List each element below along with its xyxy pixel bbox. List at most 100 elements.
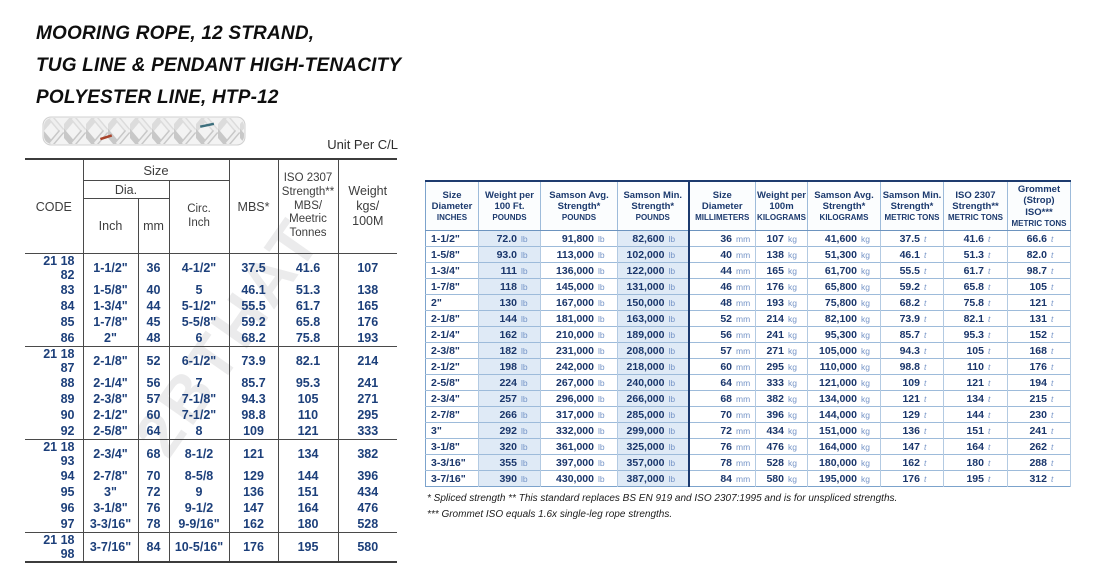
right-header-title: Samson Avg. Strength* [549,189,609,212]
cell-value: 55.5 [899,264,920,277]
cell-value: 56 [720,328,732,341]
cell-value: 241 [1029,424,1047,437]
right-header-col-4: Samson Min. Strength* POUNDS [617,181,690,231]
cell-value: 361,000 [556,440,594,453]
right-table-row: 2-1/2" 198 lb 242,000 lb 218,000 lb 60 mm 295 kg 11… [425,358,1071,375]
left-table-row: 21 18 93 2-3/4" 68 8-1/2 121 134 382 [25,439,398,468]
cell-unit: kg [861,281,870,292]
left-cell-circ_inch: 7-1/8" [169,391,230,407]
cell-unit: kg [861,473,870,484]
cell-value: 167,000 [556,296,594,309]
right-cell-col-10: 176 t [1007,358,1071,375]
left-cell-mbs: 129 [229,468,279,484]
right-table-row: 3-1/8" 320 lb 361,000 lb 325,000 lb 76 mm 476 kg 16… [425,438,1071,455]
left-cell-mbs: 68.2 [229,330,279,347]
left-table-row: 89 2-3/8" 57 7-1/8" 94.3 105 271 [25,391,397,407]
right-cell-col-5: 84 mm [688,470,756,487]
cell-value: 241 [766,328,784,341]
cell-unit: kg [788,457,797,468]
cell-value: 390 [499,472,517,485]
right-cell-col-4: 299,000 lb [617,422,690,439]
left-cell-iso: 164 [278,500,339,516]
cell-value: 85.7 [899,328,920,341]
cell-unit: mm [736,457,751,468]
cell-unit: t [988,393,991,404]
left-cell-code: 84 [25,298,84,314]
right-table-row: 2-1/8" 144 lb 181,000 lb 163,000 lb 52 mm 214 kg 82… [425,310,1071,327]
cell-value: 218,000 [626,360,665,373]
right-cell-col-3: 136,000 lb [540,262,618,279]
left-table-row: 92 2-5/8" 64 8 109 121 333 [25,423,397,440]
cell-unit: lb [521,281,528,292]
left-cell-dia_mm: 45 [138,314,170,330]
right-cell-col-3: 242,000 lb [540,358,618,375]
left-table-row: 90 2-1/2" 60 7-1/2" 98.8 110 295 [25,407,397,423]
right-cell-col-6: 214 kg [755,310,808,327]
left-table-row: 85 1-7/8" 45 5-5/8" 59.2 65.8 176 [25,314,397,330]
cell-unit: mm [736,297,751,308]
left-cell-iso: 51.3 [278,282,339,298]
right-header-col-9: ISO 2307 Strength** METRIC TONS [943,181,1008,231]
right-cell-col-10: 262 t [1007,438,1071,455]
cell-value: 214 [766,312,784,325]
right-cell-col-6: 193 kg [755,294,808,311]
right-header-unit: MILLIMETERS [695,213,750,223]
cell-unit: mm [736,441,751,452]
right-cell-col-9: 65.8 t [943,278,1008,295]
header-size: Size [83,159,230,181]
cell-value: 271 [766,344,784,357]
cell-unit: t [1051,441,1054,452]
cell-value: 176 [1029,360,1047,373]
cell-unit: kg [788,313,797,324]
left-cell-code: 89 [25,391,84,407]
left-table-body: 21 18 82 1-1/2" 36 4-1/2" 37.5 41.6 107 83 1-5/8… [25,253,398,563]
right-cell-col-1: 2-3/8" [425,342,479,359]
left-cell-iso: 105 [278,391,339,407]
cell-unit: kg [861,313,870,324]
right-cell-col-8: 121 t [880,390,944,407]
right-header-title: Weight per 100 Ft. [485,189,534,212]
left-cell-dia_mm: 84 [138,532,170,563]
cell-value: 118 [500,280,517,293]
cell-value: 193 [766,296,784,309]
right-cell-col-7: 110,000 kg [807,358,881,375]
right-cell-col-6: 434 kg [755,422,808,439]
footnote-grommet-iso: *** Grommet ISO equals 1.6x single-leg r… [427,508,673,520]
right-cell-col-10: 105 t [1007,278,1071,295]
right-cell-col-1: 1-3/4" [425,262,479,279]
right-cell-col-3: 267,000 lb [540,374,618,391]
right-cell-col-7: 95,300 kg [807,326,881,343]
right-cell-col-5: 44 mm [688,262,756,279]
unit-per-cl-label: Unit Per C/L [327,137,398,152]
cell-unit: kg [788,473,797,484]
left-cell-mbs: 98.8 [229,407,279,423]
cell-unit: lb [668,409,676,420]
left-cell-code: 83 [25,282,84,298]
cell-value: 48 [720,296,732,309]
cell-unit: t [988,329,991,340]
left-cell-iso: 65.8 [278,314,339,330]
header-iso-2307: ISO 2307 Strength** MBS/ Meetric Tonnes [278,159,339,254]
left-cell-iso: 180 [278,516,339,533]
cell-unit: t [1051,361,1054,372]
right-cell-col-4: 82,600 lb [617,230,690,247]
cell-unit: kg [788,441,797,452]
right-cell-col-10: 66.6 t [1007,230,1071,247]
cell-unit: t [988,313,991,324]
cell-value: 295 [766,360,784,373]
cell-unit: t [924,457,927,468]
cell-value: 333 [766,376,784,389]
left-cell-code: 92 [25,423,84,440]
right-cell-col-8: 162 t [880,454,944,471]
right-cell-col-7: 82,100 kg [807,310,881,327]
cell-unit: kg [861,457,870,468]
right-header-title: Weight per 100m [757,189,806,212]
cell-value: 82.0 [1026,248,1047,261]
cell-value: 110,000 [819,360,857,373]
left-cell-mbs: 109 [229,423,279,440]
left-cell-weight: 528 [357,517,379,531]
left-table-row: 88 2-1/4" 56 7 85.7 95.3 241 [25,375,397,391]
right-cell-col-7: 75,800 kg [807,294,881,311]
right-cell-col-7: 151,000 kg [807,422,881,439]
cell-value: 476 [766,440,784,453]
